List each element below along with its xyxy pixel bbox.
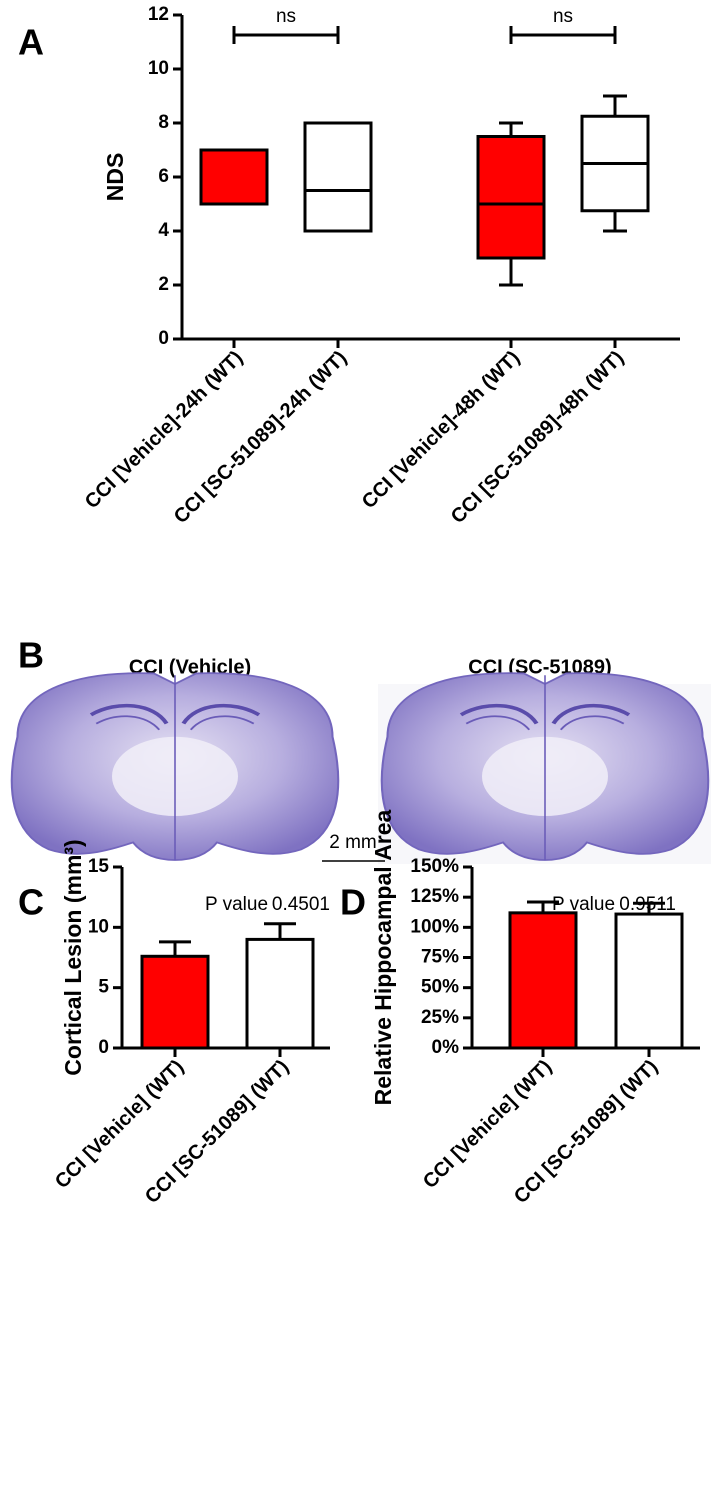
bar: [614, 912, 684, 1050]
y-tick-label: 0: [158, 328, 169, 349]
y-tick-label: 2: [158, 274, 169, 295]
y-tick-label: 0%: [432, 1037, 460, 1058]
box: [303, 121, 373, 233]
panel-letter: A: [18, 22, 44, 63]
significance-bracket: [509, 26, 617, 44]
bar: [245, 937, 315, 1050]
box: [476, 135, 546, 260]
annotation: 0.4501: [272, 894, 330, 915]
bar: [140, 954, 210, 1050]
y-tick-label: 25%: [421, 1007, 459, 1028]
panel-letter: C: [18, 882, 44, 923]
x-tick-label: CCI [SC-51089]-24h (WT): [170, 347, 351, 528]
significance-bracket: [232, 26, 340, 44]
y-tick-label: 5: [98, 977, 109, 998]
y-tick-label: 0: [98, 1037, 109, 1058]
significance-label: ns: [276, 6, 296, 27]
y-tick-label: 8: [158, 112, 169, 133]
y-tick-label: 100%: [410, 916, 459, 937]
y-tick-label: 4: [158, 220, 169, 241]
x-tick-label: CCI [SC-51089]-48h (WT): [447, 347, 628, 528]
bar: [508, 911, 578, 1050]
y-axis-label: Relative Hippocampal Area: [370, 809, 396, 1105]
y-tick-label: 150%: [410, 856, 459, 877]
y-axis-label: Cortical Lesion (mm³): [60, 839, 86, 1075]
annotation: 0.9511: [619, 894, 676, 915]
significance-label: ns: [553, 6, 573, 27]
panel-letter: D: [340, 882, 366, 923]
panel-b: B CCI (Vehicle) CCI (SC-51089) 2 mm: [12, 635, 711, 864]
y-tick-label: 125%: [410, 886, 459, 907]
y-tick-label: 6: [158, 166, 169, 187]
chart-panel: D Relative Hippocampal Area 0% 25% 50% 75% 100…: [340, 809, 700, 1208]
y-tick-label: 10: [88, 916, 109, 937]
y-tick-label: 50%: [421, 977, 459, 998]
y-tick-label: 10: [148, 58, 169, 79]
annotation: P value: [552, 894, 615, 915]
y-tick-label: 15: [88, 856, 110, 877]
scale-bar-label: 2 mm: [329, 832, 377, 853]
brain-image: [12, 673, 338, 860]
y-tick-label: 12: [148, 4, 169, 25]
annotation: P value: [205, 894, 268, 915]
y-axis-label: NDS: [102, 153, 128, 202]
y-tick-label: 75%: [421, 947, 459, 968]
panel-letter: B: [18, 635, 44, 676]
brain-image: [382, 673, 708, 860]
box: [199, 148, 269, 206]
